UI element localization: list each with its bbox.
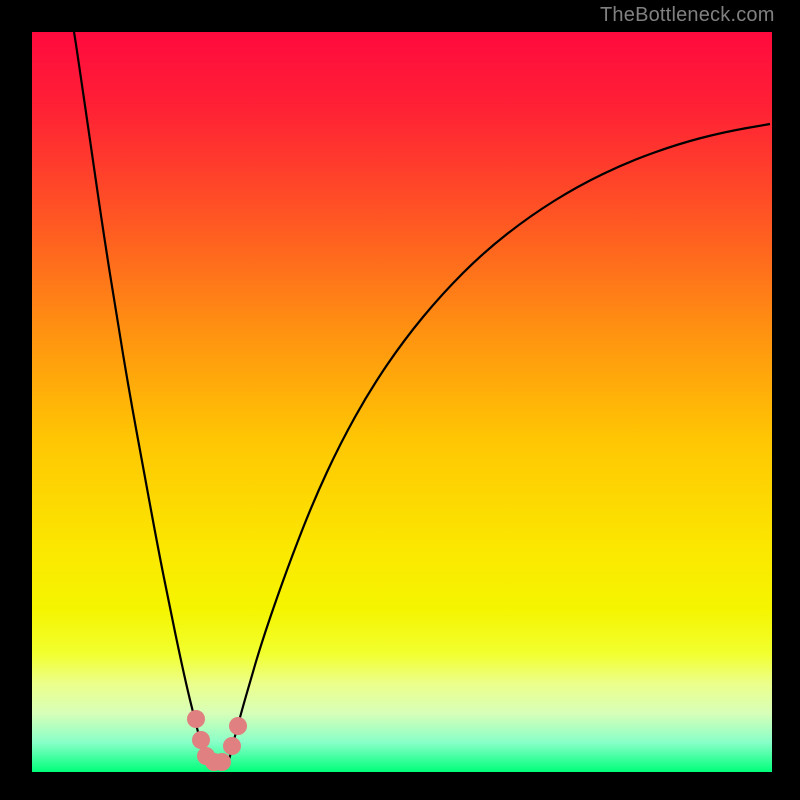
plot-background: [32, 32, 772, 772]
data-marker: [229, 717, 247, 735]
data-marker: [192, 731, 210, 749]
data-marker: [213, 753, 231, 771]
data-marker: [187, 710, 205, 728]
watermark-text: TheBottleneck.com: [600, 4, 775, 27]
data-marker: [223, 737, 241, 755]
chart-svg: [0, 0, 800, 800]
